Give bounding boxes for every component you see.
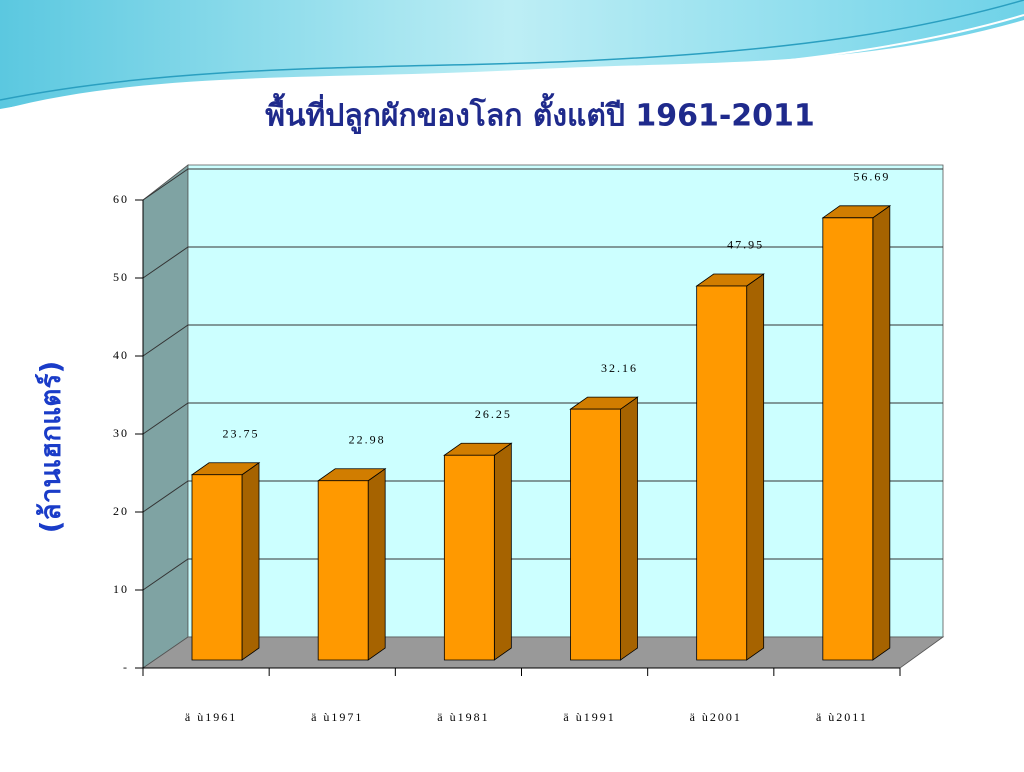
x-tick-label: ä ù2001	[690, 710, 742, 724]
grid-line	[142, 480, 943, 513]
header-decoration	[0, 0, 1024, 111]
y-tick-label: 40	[113, 348, 129, 362]
x-tick-label: ä ù1971	[311, 710, 363, 724]
x-tick-label: ä ù1991	[563, 710, 615, 724]
grid-line	[142, 324, 943, 357]
bar-front	[570, 408, 621, 661]
bar	[695, 273, 765, 661]
value-label: 22.98	[349, 433, 386, 447]
bar	[443, 442, 513, 661]
y-axis-label: (ล้านเฮกแตร์)	[34, 361, 67, 534]
y-tick-label: 30	[113, 426, 129, 440]
y-tick-label: 10	[113, 582, 129, 596]
bar	[316, 467, 387, 661]
grid-line	[142, 168, 943, 201]
bar-front	[822, 217, 874, 661]
bar	[569, 396, 639, 661]
grid-line	[142, 246, 943, 279]
bar-front	[191, 474, 243, 661]
grid-line	[142, 558, 943, 591]
value-label: 47.95	[727, 238, 764, 252]
bar-front	[317, 480, 369, 661]
bar-front	[696, 285, 748, 661]
bar	[190, 461, 261, 661]
bar-side	[620, 396, 638, 661]
bar-side	[872, 205, 891, 661]
value-label: 32.16	[601, 361, 638, 375]
bar-side	[241, 461, 260, 661]
bar	[821, 205, 892, 661]
bar-side	[746, 273, 765, 661]
x-tick-label: ä ù1961	[185, 710, 237, 724]
y-tick-label: -	[123, 660, 129, 674]
x-tick-label: ä ù2011	[816, 710, 868, 724]
bar-side	[493, 442, 512, 661]
x-tick-label: ä ù1981	[437, 710, 489, 724]
chart-title: พื้นที่ปลูกผักของโลก ตั้งแต่ปี 1961-2011	[265, 93, 815, 135]
y-tick-label: 50	[113, 270, 129, 284]
bar-side	[367, 467, 386, 661]
y-tick-label: 60	[113, 192, 129, 206]
grid-line	[142, 402, 943, 435]
y-tick-label: 20	[113, 504, 129, 518]
value-label: 56.69	[853, 170, 890, 184]
value-label: 23.75	[223, 427, 260, 441]
bar-front	[443, 454, 495, 661]
value-label: 26.25	[475, 407, 512, 421]
